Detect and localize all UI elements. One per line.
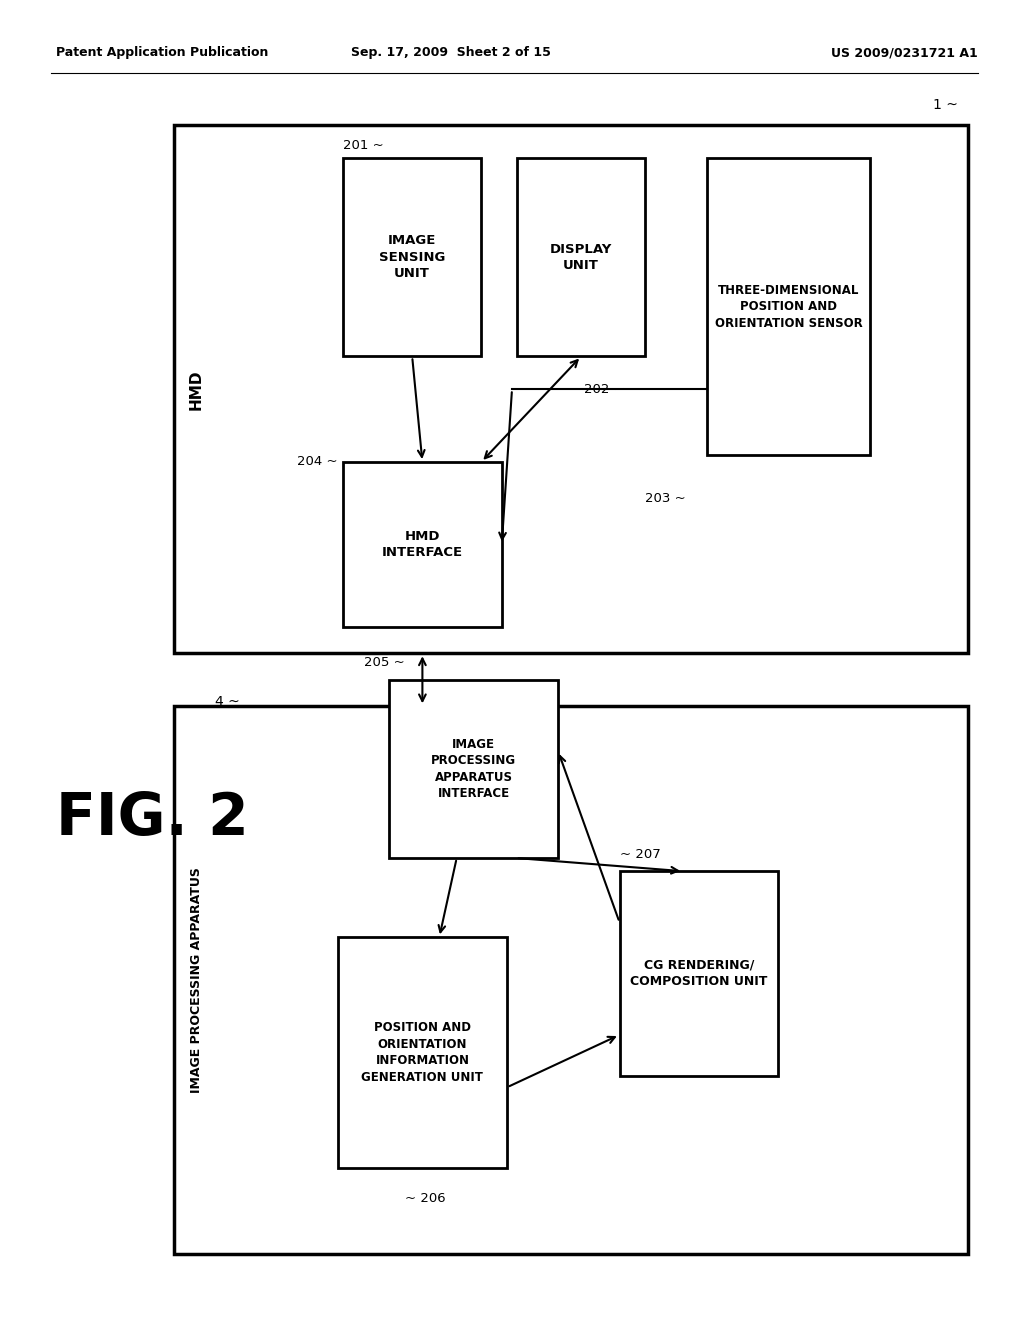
Text: DISPLAY
UNIT: DISPLAY UNIT <box>550 243 612 272</box>
Text: 203 ~: 203 ~ <box>645 492 686 506</box>
Bar <box>517 158 645 356</box>
Bar <box>338 937 507 1168</box>
Text: HMD
INTERFACE: HMD INTERFACE <box>382 529 463 560</box>
Text: IMAGE
PROCESSING
APPARATUS
INTERFACE: IMAGE PROCESSING APPARATUS INTERFACE <box>431 738 516 800</box>
Text: US 2009/0231721 A1: US 2009/0231721 A1 <box>831 46 978 59</box>
Text: CG RENDERING/
COMPOSITION UNIT: CG RENDERING/ COMPOSITION UNIT <box>630 958 768 989</box>
Text: 204 ~: 204 ~ <box>297 455 338 469</box>
Text: 205 ~: 205 ~ <box>364 656 404 669</box>
Bar <box>174 125 968 653</box>
Bar <box>174 706 968 1254</box>
Text: 201 ~: 201 ~ <box>343 139 384 152</box>
Text: HMD: HMD <box>189 370 204 409</box>
Text: POSITION AND
ORIENTATION
INFORMATION
GENERATION UNIT: POSITION AND ORIENTATION INFORMATION GEN… <box>361 1022 483 1084</box>
Text: IMAGE
SENSING
UNIT: IMAGE SENSING UNIT <box>379 235 445 280</box>
Text: 202 ~: 202 ~ <box>584 383 625 396</box>
Bar <box>707 158 870 455</box>
Bar <box>343 158 481 356</box>
Text: THREE-DIMENSIONAL
POSITION AND
ORIENTATION SENSOR: THREE-DIMENSIONAL POSITION AND ORIENTATI… <box>715 284 862 330</box>
Text: ~ 206: ~ 206 <box>404 1192 445 1205</box>
Bar <box>389 680 558 858</box>
Text: 4 ~: 4 ~ <box>215 694 240 709</box>
Text: 1 ~: 1 ~ <box>933 98 957 112</box>
Text: ~ 207: ~ 207 <box>620 847 660 861</box>
Text: FIG. 2: FIG. 2 <box>56 789 249 847</box>
Bar <box>620 871 778 1076</box>
Text: Sep. 17, 2009  Sheet 2 of 15: Sep. 17, 2009 Sheet 2 of 15 <box>350 46 551 59</box>
Bar <box>343 462 502 627</box>
Text: IMAGE PROCESSING APPARATUS: IMAGE PROCESSING APPARATUS <box>190 867 203 1093</box>
Text: Patent Application Publication: Patent Application Publication <box>56 46 268 59</box>
